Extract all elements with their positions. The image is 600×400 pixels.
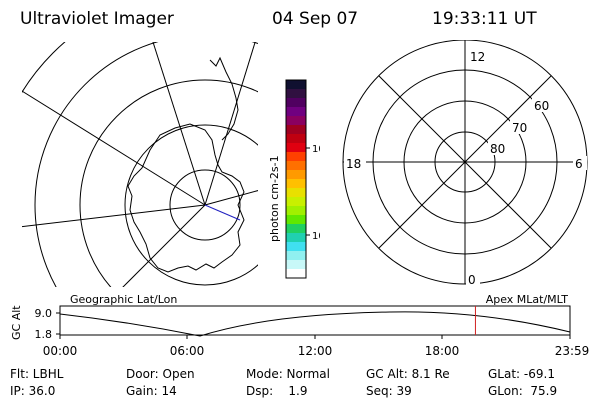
colorbar-segment	[286, 179, 306, 189]
meridian-line	[204, 190, 258, 206]
latitude-circle	[169, 169, 241, 241]
colorbar-segment	[286, 251, 306, 261]
latitude-circle	[79, 79, 258, 287]
colorbar-segment	[286, 269, 306, 279]
color-scale-bar: 100 10 photon cm-2s-1	[268, 79, 320, 279]
apex-label: Apex MLat/MLT	[486, 293, 569, 306]
mode-info: Mode: Normal	[246, 367, 330, 381]
gain-info: Gain: 14	[126, 384, 177, 398]
colorbar-segment	[286, 125, 306, 135]
meridian-line	[204, 42, 256, 206]
colorbar-segment	[286, 260, 306, 270]
geographic-map	[22, 42, 258, 287]
mlt-label-6: 6	[575, 157, 583, 171]
colorbar-segment	[286, 224, 306, 234]
altitude-tick: 1.8	[35, 328, 53, 341]
mlt-label-18: 18	[346, 157, 361, 171]
meridian-line	[122, 204, 206, 287]
door-info: Door: Open	[126, 367, 195, 381]
coastline-fragment	[209, 56, 239, 141]
latitude-circle	[124, 124, 258, 286]
sun-direction-line	[204, 204, 241, 221]
latitude-circle	[22, 42, 66, 94]
colorbar-segment	[286, 152, 306, 162]
orbit-altitude-curve	[59, 311, 571, 337]
filter-info: Flt: LBHL	[10, 367, 64, 381]
colorbar-segment	[286, 134, 306, 144]
time-tick-label: 12:00	[298, 344, 333, 358]
observation-date: 04 Sep 07	[272, 9, 359, 29]
meridian-line	[152, 42, 206, 206]
altitude-strip: Geographic Lat/Lon Apex MLat/MLT GC Alt …	[10, 293, 590, 358]
polar-grid: 12 0 18 6 60 70 80	[342, 40, 588, 287]
colorbar-segment	[286, 89, 306, 99]
ip-info: IP: 36.0	[10, 384, 56, 398]
instrument-title: Ultraviolet Imager	[20, 9, 174, 29]
gc-alt-info: GC Alt: 8.1 Re	[366, 367, 450, 381]
geographic-label: Geographic Lat/Lon	[70, 293, 177, 306]
latitude-circle	[34, 42, 258, 287]
geo-longitude-info: GLon: 75.9	[488, 384, 558, 398]
mlt-label-0: 0	[468, 273, 476, 287]
geo-latitude-info: GLat: -69.1	[488, 367, 555, 381]
time-tick-label: 00:00	[43, 344, 78, 358]
colorbar-tick-label: 10	[312, 231, 320, 242]
colorbar-segment	[286, 107, 306, 117]
antarctica-coastline	[127, 123, 245, 273]
mlt-meridian	[378, 75, 552, 249]
colorbar-segment	[286, 116, 306, 126]
time-tick-label: 23:59	[555, 344, 590, 358]
colorbar-segment	[286, 98, 306, 108]
colorbar-segment	[286, 80, 306, 90]
altitude-axis-title: GC Alt	[10, 305, 23, 340]
colorbar-segment	[286, 188, 306, 198]
colorbar-unit-label: photon cm-2s-1	[268, 155, 281, 242]
sequence-info: Seq: 39	[366, 384, 412, 398]
colorbar-segment	[286, 170, 306, 180]
dsp-info: Dsp: 1.9	[246, 384, 308, 398]
altitude-tick: 9.0	[35, 307, 53, 320]
mlat-label-60: 60	[534, 99, 549, 113]
meridian-line	[22, 90, 206, 206]
colorbar-segment	[286, 197, 306, 207]
colorbar-segment	[286, 233, 306, 243]
colorbar-segment	[286, 215, 306, 225]
colorbar-segment	[286, 161, 306, 171]
observation-time: 19:33:11 UT	[432, 9, 537, 29]
mlt-label-12: 12	[470, 50, 485, 64]
colorbar-segment	[286, 242, 306, 252]
colorbar-segment	[286, 206, 306, 216]
mlat-label-80: 80	[490, 142, 505, 156]
mlat-label-70: 70	[512, 121, 527, 135]
colorbar-segment	[286, 143, 306, 153]
colorbar-tick-label: 100	[312, 144, 320, 155]
meridian-line	[22, 204, 206, 228]
time-tick-label: 06:00	[170, 344, 205, 358]
time-tick-label: 18:00	[425, 344, 460, 358]
strip-frame	[59, 305, 571, 336]
